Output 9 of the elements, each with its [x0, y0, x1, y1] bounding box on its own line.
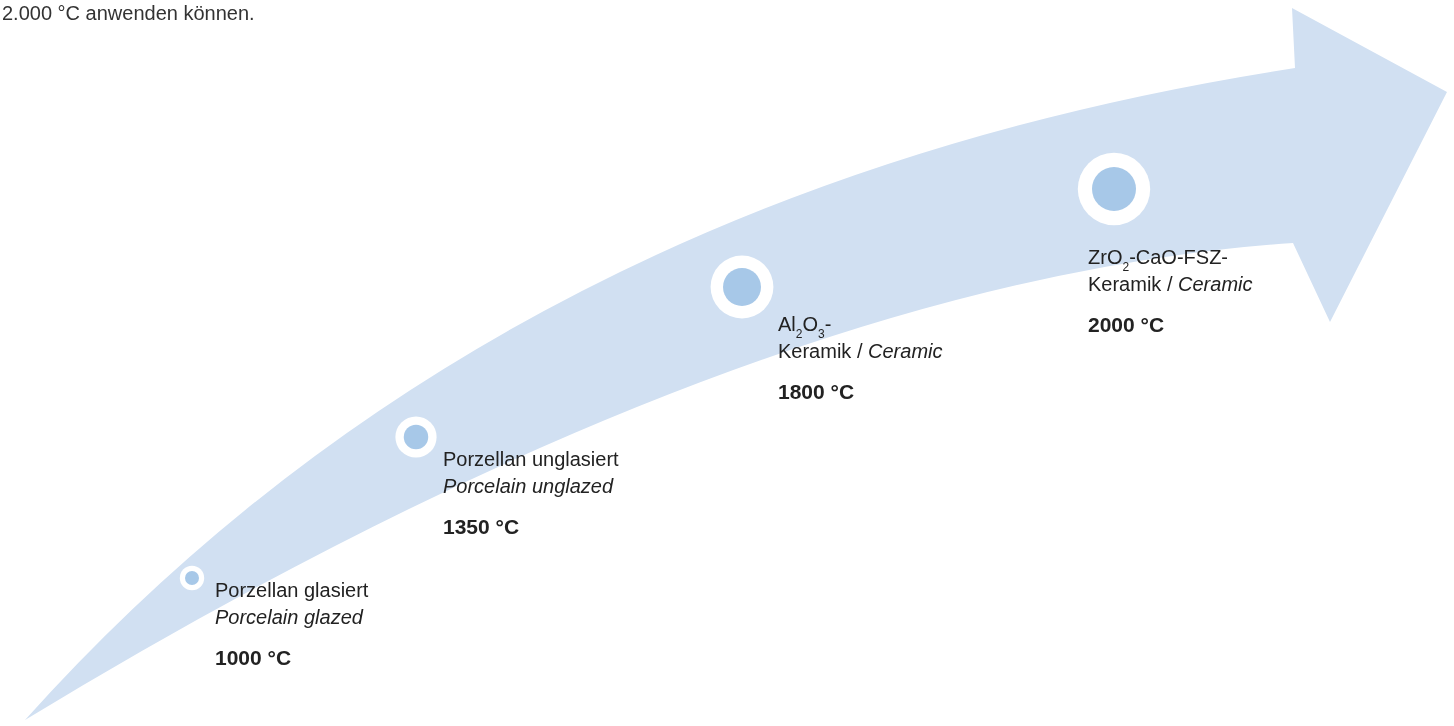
- data-label: 1800 °C: [778, 380, 855, 403]
- category-label: Al$_{2}$O$_{3}$- Keramik / Ceramic: [778, 313, 943, 362]
- data-label: 2000 °C: [1088, 313, 1165, 336]
- category-label: ZrO$_{2}$-CaO-FSZ- Keramik / Ceramic: [1088, 246, 1253, 295]
- data-label: 1350 °C: [443, 515, 520, 538]
- category-label: Porzellan glasiert Porcelain glazed: [215, 579, 369, 628]
- text: 2.000 °C anwenden können.: [2, 2, 255, 24]
- data-label: 1000 °C: [215, 646, 292, 669]
- category-label: Porzellan unglasiert Porcelain unglazed: [443, 448, 620, 497]
